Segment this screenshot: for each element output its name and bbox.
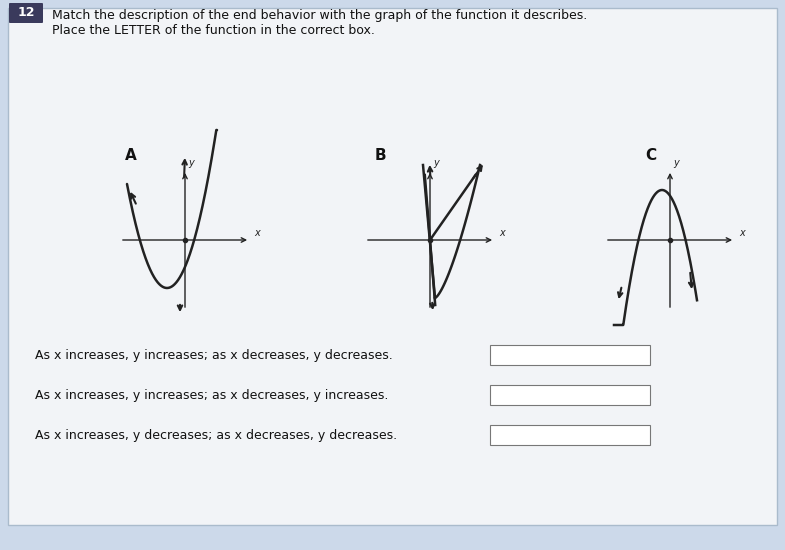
Text: Place the LETTER of the function in the correct box.: Place the LETTER of the function in the … (52, 24, 375, 36)
Text: As x increases, y increases; as x decreases, y decreases.: As x increases, y increases; as x decrea… (35, 349, 392, 361)
Text: C: C (645, 148, 656, 163)
Text: A: A (125, 148, 137, 163)
Text: y: y (188, 158, 194, 168)
FancyBboxPatch shape (8, 8, 777, 525)
FancyBboxPatch shape (490, 425, 650, 445)
Text: x: x (739, 228, 745, 238)
Text: y: y (433, 158, 439, 168)
Text: y: y (673, 158, 679, 168)
Text: x: x (254, 228, 260, 238)
Text: x: x (499, 228, 505, 238)
Text: 12: 12 (17, 7, 35, 19)
FancyBboxPatch shape (9, 3, 43, 23)
Text: As x increases, y increases; as x decreases, y increases.: As x increases, y increases; as x decrea… (35, 388, 389, 401)
Text: Match the description of the end behavior with the graph of the function it desc: Match the description of the end behavio… (52, 9, 587, 23)
FancyBboxPatch shape (490, 385, 650, 405)
Text: As x increases, y decreases; as x decreases, y decreases.: As x increases, y decreases; as x decrea… (35, 428, 397, 442)
Text: B: B (375, 148, 387, 163)
FancyBboxPatch shape (490, 345, 650, 365)
